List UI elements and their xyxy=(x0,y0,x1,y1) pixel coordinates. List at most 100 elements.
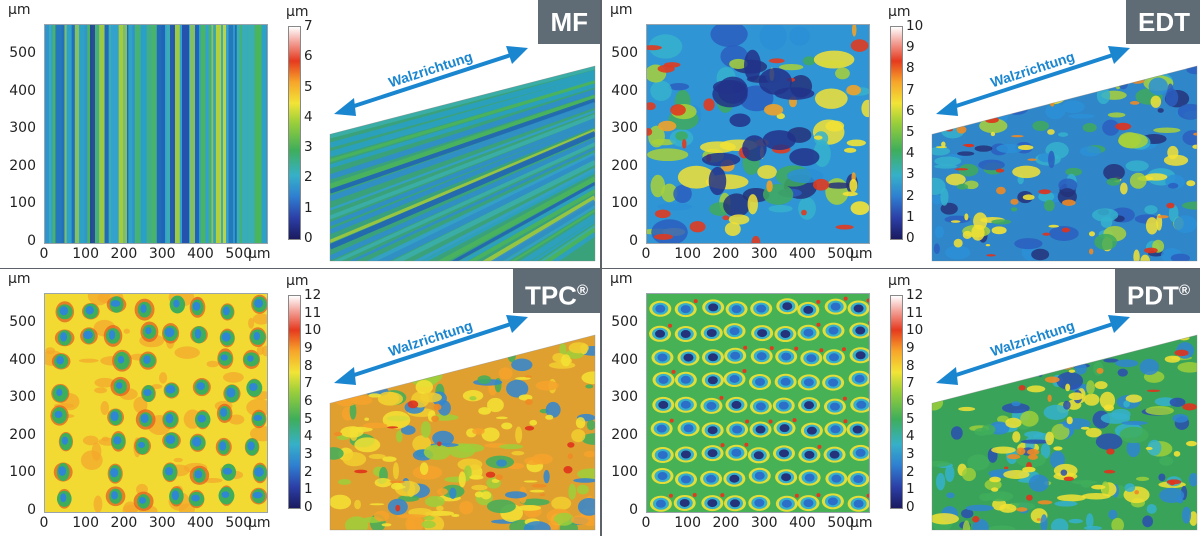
horizontal-divider xyxy=(0,265,1200,269)
surface-3d-rendering xyxy=(931,334,1198,531)
colorbar-tick-label: 4 xyxy=(906,145,915,162)
x-tick-label: 300 xyxy=(750,515,778,531)
colorbar-tick-label: 4 xyxy=(304,428,313,445)
panel-mf: µm 500 400 300 200 100 0 0 100 200 300 400 500 µm µm 7 6… xyxy=(0,0,600,268)
y-tick-label: 500 xyxy=(9,45,36,62)
height-map-image xyxy=(646,293,873,513)
x-tick-label: 100 xyxy=(72,246,99,262)
rolling-direction-arrow: Walzrichtung xyxy=(936,315,1130,385)
y-tick-label: 0 xyxy=(629,233,638,249)
colorbar-unit-label: µm xyxy=(286,273,309,289)
y-axis-unit-label: µm xyxy=(610,2,633,18)
y-tick-label: 500 xyxy=(9,314,36,331)
x-tick-label: 400 xyxy=(187,246,214,262)
y-tick-label: 100 xyxy=(9,464,36,481)
colorbar-tick-label: 1 xyxy=(906,208,915,225)
y-axis-unit-label: µm xyxy=(610,271,633,287)
y-tick-label: 0 xyxy=(629,502,638,518)
height-map-image xyxy=(641,21,875,250)
x-axis-unit-label: µm xyxy=(850,515,873,531)
x-tick-label: 0 xyxy=(39,515,49,531)
texture-type-label: MF xyxy=(550,7,588,37)
surface-3d-rendering xyxy=(329,65,596,262)
colorbar xyxy=(288,295,301,509)
colorbar-tick-label: 2 xyxy=(304,463,313,480)
colorbar-tick-label: 9 xyxy=(906,39,915,56)
colorbar-tick-label: 1 xyxy=(906,481,915,498)
x-tick-label: 300 xyxy=(148,246,176,262)
rolling-direction-arrow: Walzrichtung xyxy=(334,46,528,116)
x-tick-label: 100 xyxy=(72,515,99,531)
colorbar-tick-label: 7 xyxy=(304,18,313,34)
colorbar-tick-label: 7 xyxy=(906,375,915,392)
colorbar-tick-label: 10 xyxy=(304,322,322,339)
colorbar-tick-label: 6 xyxy=(304,393,313,409)
colorbar-unit-label: µm xyxy=(286,4,309,20)
y-tick-label: 200 xyxy=(611,157,638,174)
x-tick-label: 500 xyxy=(827,246,855,262)
y-tick-label: 200 xyxy=(611,426,638,443)
y-tick-label: 100 xyxy=(9,195,36,212)
colorbar-tick-label: 11 xyxy=(304,304,322,321)
y-tick-label: 300 xyxy=(611,120,638,137)
x-tick-label: 500 xyxy=(225,515,253,531)
y-axis-unit-label: µm xyxy=(8,2,31,18)
colorbar xyxy=(890,295,903,509)
x-axis-unit-label: µm xyxy=(850,246,873,262)
x-tick-label: 100 xyxy=(674,515,701,531)
rolling-direction-arrow: Walzrichtung xyxy=(936,46,1130,116)
colorbar-tick-label: 10 xyxy=(906,322,924,339)
colorbar-tick-label: 8 xyxy=(906,60,915,77)
texture-type-badge: PDT® xyxy=(1114,269,1200,313)
colorbar-tick-label: 9 xyxy=(906,340,915,356)
colorbar-tick-label: 2 xyxy=(304,169,313,186)
y-tick-label: 400 xyxy=(9,351,36,368)
y-tick-label: 400 xyxy=(611,351,638,368)
y-tick-label: 300 xyxy=(9,120,36,137)
y-tick-label: 0 xyxy=(27,233,36,249)
rolling-direction-arrow: Walzrichtung xyxy=(334,315,528,385)
colorbar-tick-label: 4 xyxy=(906,428,915,445)
x-tick-label: 200 xyxy=(712,246,740,262)
panel-edt: µm 500 400 300 200 100 0 0 100 200 300 400 500 µm µm 10… xyxy=(602,0,1200,268)
x-tick-label: 500 xyxy=(827,515,855,531)
x-tick-label: 200 xyxy=(110,246,138,262)
colorbar-tick-label: 4 xyxy=(304,108,313,125)
y-tick-label: 0 xyxy=(27,502,36,518)
colorbar-tick-label: 3 xyxy=(304,139,313,156)
y-tick-label: 500 xyxy=(611,45,638,62)
colorbar-tick-label: 8 xyxy=(906,357,915,374)
colorbar-tick-label: 3 xyxy=(906,166,915,183)
colorbar-tick-label: 0 xyxy=(906,230,915,246)
x-axis-unit-label: µm xyxy=(248,246,271,262)
colorbar-tick-label: 3 xyxy=(906,446,915,462)
colorbar-tick-label: 12 xyxy=(906,287,924,303)
texture-type-label: TPC xyxy=(524,280,577,311)
y-tick-label: 200 xyxy=(9,157,36,174)
surface-3d-rendering xyxy=(931,65,1198,262)
x-tick-label: 400 xyxy=(789,246,816,262)
x-tick-label: 0 xyxy=(641,246,651,262)
colorbar-tick-label: 6 xyxy=(906,102,915,119)
texture-type-badge: MF xyxy=(538,0,600,44)
texture-type-badge: TPC® xyxy=(512,269,600,313)
x-tick-label: 200 xyxy=(712,515,740,531)
y-tick-label: 400 xyxy=(611,82,638,99)
colorbar-tick-label: 10 xyxy=(906,18,924,34)
x-tick-label: 200 xyxy=(110,515,138,531)
colorbar-tick-label: 2 xyxy=(906,463,915,480)
surface-3d-rendering xyxy=(329,334,596,531)
colorbar-tick-label: 5 xyxy=(304,78,313,95)
y-tick-label: 400 xyxy=(9,82,36,99)
colorbar-tick-label: 0 xyxy=(304,499,313,515)
colorbar-tick-label: 0 xyxy=(304,230,313,246)
x-tick-label: 400 xyxy=(187,515,214,531)
colorbar-tick-label: 5 xyxy=(906,124,915,140)
panel-tpc: µm 500 400 300 200 100 0 0 100 200 300 400 500 µm µm 12… xyxy=(0,269,600,537)
colorbar-tick-label: 8 xyxy=(304,357,313,374)
colorbar-tick-label: 2 xyxy=(906,187,915,204)
x-tick-label: 500 xyxy=(225,246,253,262)
y-axis-unit-label: µm xyxy=(8,271,31,287)
panel-pdt: µm 500 400 300 200 100 0 0 100 200 300 400 500 µm µm 12… xyxy=(602,269,1200,537)
colorbar-tick-label: 5 xyxy=(906,410,915,427)
